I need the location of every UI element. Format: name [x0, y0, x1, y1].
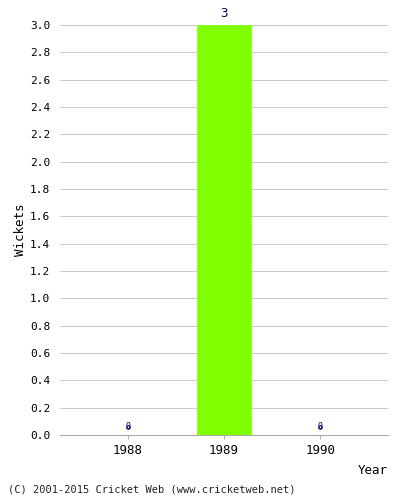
Bar	[198, 25, 250, 435]
Text: 0: 0	[318, 422, 323, 432]
Y-axis label: Wickets: Wickets	[14, 204, 27, 256]
Text: (C) 2001-2015 Cricket Web (www.cricketweb.net): (C) 2001-2015 Cricket Web (www.cricketwe…	[8, 485, 296, 495]
Text: 3: 3	[220, 6, 228, 20]
Text: Year: Year	[358, 464, 388, 476]
Text: 0: 0	[125, 422, 130, 432]
